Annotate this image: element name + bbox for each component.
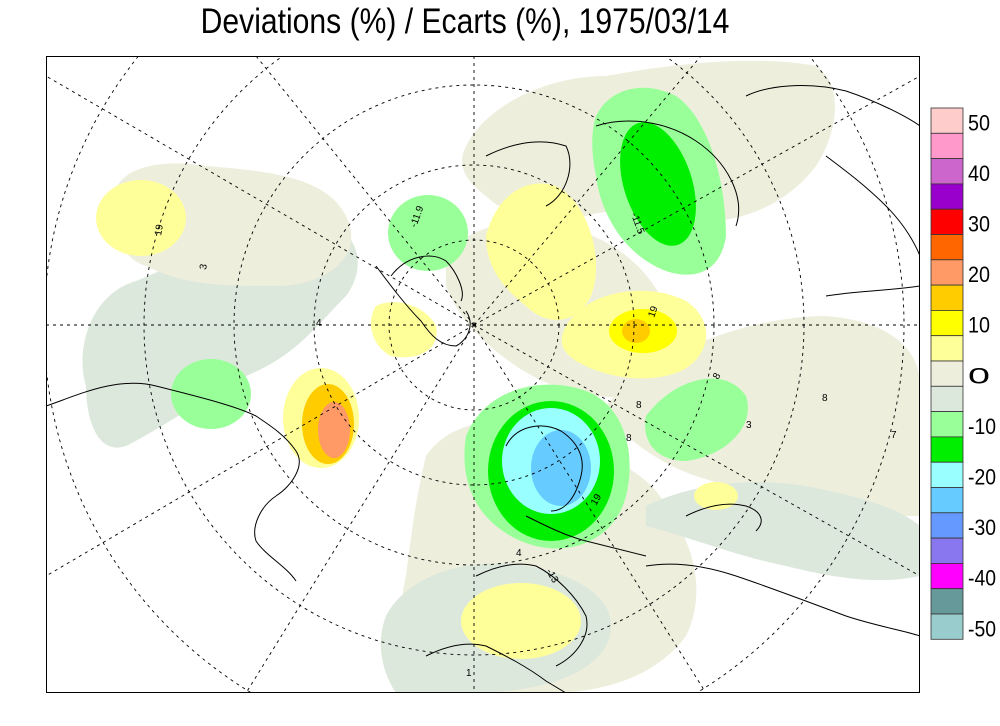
- contour-label: 8: [636, 400, 642, 411]
- legend-swatch: [930, 385, 964, 412]
- legend-label: -20: [968, 465, 996, 490]
- contour-label: 8: [626, 433, 632, 444]
- legend-swatch: [930, 309, 964, 337]
- negative-anomaly-fields: [171, 87, 748, 549]
- legend-label: 0: [968, 363, 990, 388]
- positive-anomaly-fields: [96, 180, 738, 659]
- legend-swatch: [930, 360, 964, 387]
- legend-swatch: [930, 461, 964, 488]
- legend-swatch: [930, 613, 964, 640]
- legend-swatch: [930, 208, 964, 235]
- legend-swatch: [930, 588, 964, 615]
- legend-label: -10: [968, 414, 996, 439]
- legend-label: -40: [968, 566, 996, 591]
- contour-label: 7: [891, 430, 897, 441]
- legend-label: 10: [968, 313, 990, 338]
- legend-swatch: [930, 259, 964, 286]
- legend-swatch: [930, 487, 964, 514]
- contour-label: 8: [711, 371, 724, 382]
- legend-label: 50: [968, 110, 990, 135]
- contour-label: 3: [198, 263, 210, 271]
- legend-label: 40: [968, 161, 990, 186]
- deviation-map: 19 8 19 3 8 8 4 -11.5 -11.9 3 7 4 -13 8 …: [46, 56, 920, 693]
- contour-label: 1: [466, 668, 472, 679]
- legend-swatch: [930, 158, 964, 185]
- graticule: [46, 56, 920, 693]
- contour-label: 19: [589, 492, 604, 508]
- legend-swatch: [930, 132, 964, 159]
- map-title: Deviations (%) / Ecarts (%), 1975/03/14: [200, 2, 730, 41]
- legend-swatch: [930, 335, 964, 362]
- legend-swatch: [930, 562, 964, 590]
- contour-label: 19: [153, 223, 166, 236]
- legend-swatch: [930, 411, 964, 438]
- legend-swatch: [930, 107, 964, 134]
- contour-label: 8: [822, 393, 828, 404]
- contour-label: 4: [316, 318, 322, 329]
- coastlines: [46, 85, 920, 693]
- legend-swatch: [930, 234, 964, 261]
- legend-swatch: [930, 512, 964, 539]
- contour-label: 4: [516, 548, 522, 559]
- contour-label: 19: [646, 304, 660, 319]
- contour-label: 3: [746, 420, 752, 431]
- color-legend: 50 40 30 20 10 0 -10 -20 -30 -40 -50: [930, 107, 996, 641]
- legend-swatch: [930, 537, 964, 564]
- legend-swatch: [930, 284, 964, 311]
- legend-label: -30: [968, 515, 996, 540]
- legend-label: 30: [968, 212, 990, 237]
- legend-swatch: [930, 183, 964, 210]
- legend-label: 20: [968, 262, 990, 287]
- legend-label: -50: [968, 616, 996, 641]
- legend-swatch: [930, 436, 964, 463]
